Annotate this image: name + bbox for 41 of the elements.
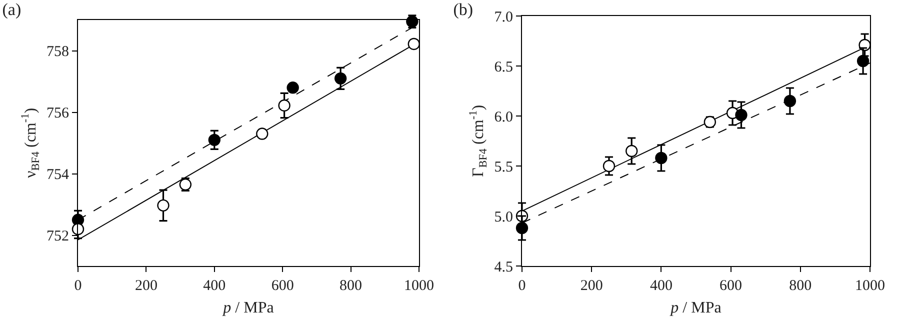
x-tick-label: 400 <box>650 278 672 294</box>
point <box>278 99 290 112</box>
point <box>408 38 420 50</box>
point <box>856 54 870 68</box>
chart-title: (b) <box>453 0 474 20</box>
x-tick-label: 0 <box>518 278 526 294</box>
x-tick-label: 1000 <box>404 278 434 294</box>
point <box>602 160 616 172</box>
y-tick-label: 5.5 <box>494 159 513 176</box>
y-tick-label: 756 <box>46 106 70 122</box>
y-tick-label: 6.0 <box>494 109 513 126</box>
y-tick-label: 754 <box>46 167 70 183</box>
y-tick-label: 7.0 <box>494 9 513 26</box>
x-tick-label: 400 <box>203 278 226 294</box>
x-tick-label: 200 <box>134 278 158 294</box>
point <box>157 199 170 212</box>
point <box>208 134 220 146</box>
point <box>626 144 638 158</box>
x-tick-label: 800 <box>789 278 812 294</box>
x-axis-title: p / MPa <box>222 300 274 317</box>
point <box>256 128 268 140</box>
y-tick-label: 758 <box>46 44 69 60</box>
x-tick-label: 600 <box>720 278 742 294</box>
chart-title: (a) <box>2 0 22 20</box>
y-tick-label: 5.0 <box>494 209 513 226</box>
point <box>72 223 84 236</box>
x-tick-label: 800 <box>340 278 362 294</box>
x-tick-label: 200 <box>580 278 603 294</box>
x-tick-label: 0 <box>74 278 82 294</box>
y-tick-label: 4.5 <box>494 259 513 276</box>
point <box>516 222 528 234</box>
point <box>334 72 347 85</box>
point <box>784 94 796 108</box>
x-axis-title: p / MPa <box>670 300 722 317</box>
y-tick-label: 6.5 <box>494 59 513 76</box>
x-tick-label: 600 <box>271 278 294 294</box>
point <box>286 82 299 94</box>
point <box>655 152 668 164</box>
point <box>735 108 748 122</box>
y-tick-label: 752 <box>46 228 69 244</box>
x-tick-label: 1000 <box>855 278 885 294</box>
